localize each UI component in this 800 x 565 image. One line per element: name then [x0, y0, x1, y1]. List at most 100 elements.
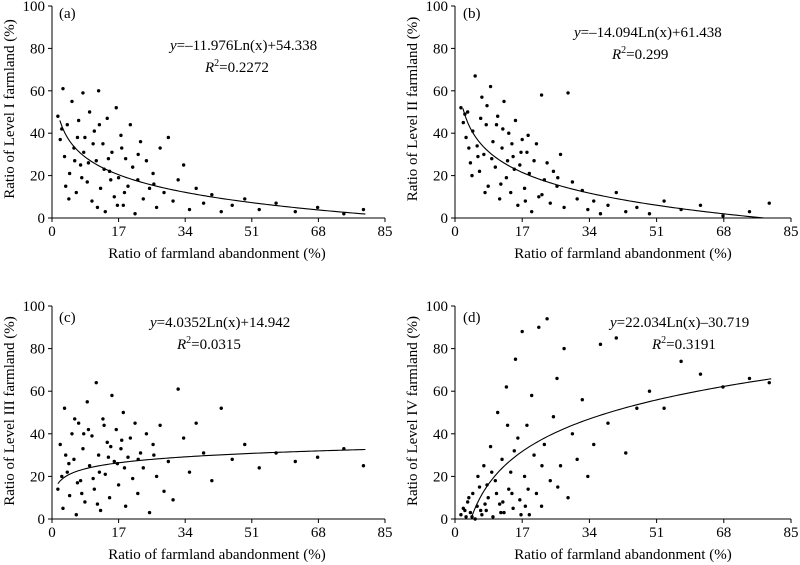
y-tick-label: 20 [433, 169, 448, 185]
data-point [490, 470, 494, 474]
y-tick-label: 60 [30, 84, 45, 100]
data-point [519, 150, 523, 154]
data-point [106, 156, 111, 161]
y-tick-label: 100 [426, 299, 449, 315]
data-point [488, 84, 493, 89]
data-point [187, 207, 192, 212]
equation-var: y [572, 25, 581, 41]
panel-label: (c) [59, 310, 76, 326]
data-point [551, 169, 556, 174]
x-axis-title: Ratio of farmland abandonment (%) [108, 246, 325, 262]
data-point [470, 515, 474, 519]
data-point [624, 209, 628, 214]
data-point [500, 146, 504, 150]
equation-line: y=–11.976Ln(x)+54.338 [168, 38, 317, 54]
data-point [509, 190, 513, 195]
panel-label: (a) [59, 6, 76, 22]
data-point [586, 207, 590, 212]
data-point [80, 176, 84, 180]
data-point [592, 199, 596, 203]
data-point [102, 423, 106, 427]
data-point [488, 444, 493, 449]
x-tick-label: 51 [649, 525, 664, 541]
data-point [92, 487, 97, 491]
data-point [76, 118, 81, 123]
data-point [473, 74, 477, 78]
data-point [558, 152, 563, 157]
x-tick-label: 68 [311, 525, 326, 541]
trend-line [462, 108, 772, 219]
data-point [532, 159, 536, 163]
y-tick-label: 0 [38, 512, 46, 528]
data-point [501, 127, 505, 131]
r2-exponent: 2 [621, 45, 626, 56]
data-point [243, 197, 247, 201]
data-point [176, 387, 180, 391]
data-point [485, 483, 489, 487]
x-tick-label: 0 [451, 224, 459, 240]
data-point [721, 385, 725, 389]
data-point [126, 455, 130, 459]
data-point [512, 167, 516, 171]
r2-symbol: R [651, 337, 661, 353]
equation-rest: =4.0352Ln(x)+14.942 [157, 315, 291, 331]
data-point [495, 114, 500, 118]
data-point [102, 167, 106, 171]
data-point [65, 123, 69, 127]
data-point [480, 513, 484, 517]
data-point [698, 203, 703, 207]
data-point [467, 146, 471, 150]
data-point [747, 209, 752, 214]
data-point [566, 91, 570, 95]
data-point [109, 178, 113, 182]
data-point [513, 118, 518, 123]
data-point [614, 336, 618, 340]
data-point [342, 212, 346, 216]
data-point [91, 476, 95, 481]
data-point [293, 209, 297, 214]
data-point [463, 508, 467, 513]
data-point [598, 212, 603, 216]
data-point [107, 496, 112, 500]
data-point [511, 154, 515, 159]
data-point [478, 508, 483, 513]
r2-line: R2=0.3191 [651, 335, 716, 353]
data-point [219, 209, 223, 214]
data-point [110, 150, 114, 154]
data-point [119, 133, 123, 138]
data-point [128, 436, 133, 440]
data-point [540, 192, 544, 197]
data-point [243, 442, 247, 447]
data-point [486, 496, 490, 500]
r2-symbol: R [204, 60, 214, 76]
data-point [95, 502, 100, 506]
y-axis-title: Ratio of Level I farmland (%) [2, 19, 18, 199]
data-point [721, 214, 725, 218]
data-point [467, 496, 471, 500]
data-point [493, 478, 498, 483]
data-point [114, 106, 118, 110]
data-point [499, 182, 503, 186]
data-point [56, 114, 60, 118]
data-point [67, 171, 72, 176]
data-point [526, 487, 530, 491]
equation-rest: =–14.094Ln(x)+61.438 [581, 25, 722, 41]
data-point [201, 201, 206, 205]
data-point [136, 491, 140, 496]
data-point [539, 504, 544, 508]
data-point [101, 417, 105, 421]
data-point [136, 152, 140, 157]
data-point [103, 472, 107, 476]
data-point [94, 380, 98, 385]
data-point [484, 508, 488, 513]
y-axis-title: Ratio of Level II farmland (%) [405, 17, 421, 202]
y-tick-label: 100 [426, 0, 449, 15]
data-point [92, 129, 97, 133]
x-tick-label: 17 [111, 224, 127, 240]
r2-symbol: R [611, 47, 621, 63]
data-point [556, 176, 560, 180]
data-point [592, 442, 596, 447]
data-point [545, 161, 549, 165]
data-point [767, 380, 771, 385]
data-point [575, 197, 579, 201]
